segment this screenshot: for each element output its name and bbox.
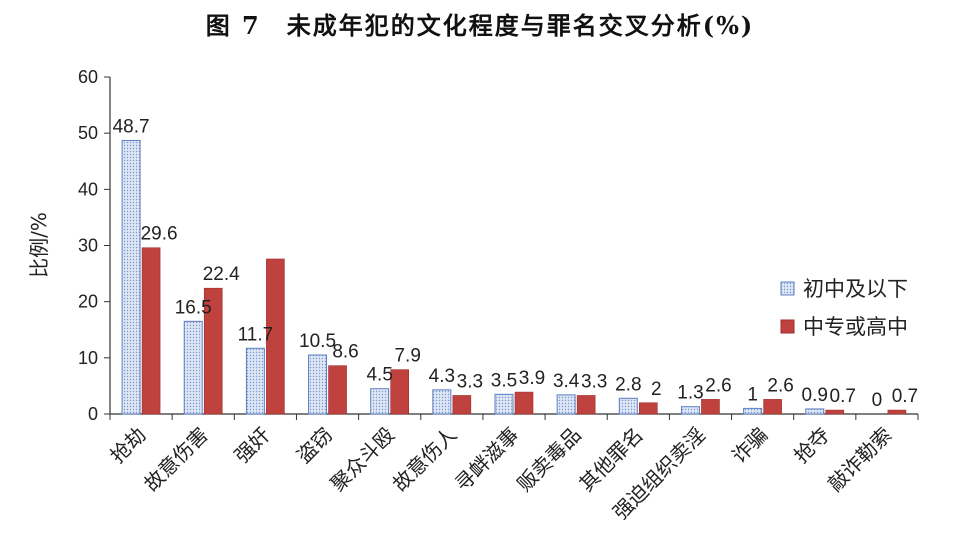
bar-series-2 xyxy=(203,287,223,415)
y-tick-label: 0 xyxy=(88,404,98,424)
y-tick-label: 40 xyxy=(78,179,98,199)
bar-series-2 xyxy=(452,395,472,415)
bar-series-1 xyxy=(245,347,265,415)
data-label-series-2: 0.7 xyxy=(892,386,918,407)
bar-series-2 xyxy=(887,409,907,415)
data-label-series-2: 8.6 xyxy=(332,342,358,363)
data-label-series-1: 2.8 xyxy=(615,374,641,395)
data-label-series-2: 2 xyxy=(651,379,662,400)
y-axis-title: 比例/% xyxy=(27,212,51,278)
data-label-series-2: 29.6 xyxy=(141,224,178,245)
legend-swatch xyxy=(780,281,795,296)
data-label-series-2: 3.9 xyxy=(519,368,545,389)
bar-series-2 xyxy=(639,402,658,415)
bar-series-2 xyxy=(825,409,845,415)
data-label-series-1: 0 xyxy=(872,390,883,411)
bar-series-1 xyxy=(494,393,514,415)
data-label-series-1: 0.9 xyxy=(802,385,828,406)
bar-series-2 xyxy=(266,258,285,415)
data-label-series-1: 11.7 xyxy=(238,324,274,345)
data-label-series-1: 16.5 xyxy=(175,297,212,318)
chart-title: 图 7 未成年犯的文化程度与罪名交叉分析(%) xyxy=(205,11,755,40)
bar-series-2 xyxy=(576,395,596,415)
data-label-series-2: 7.9 xyxy=(394,346,420,367)
data-label-series-2: 2.6 xyxy=(705,375,731,396)
bars xyxy=(121,139,907,415)
data-labels: 48.729.616.522.411.7 10.58.64.57.94.3 3.3 3… xyxy=(113,116,919,411)
bar-series-1 xyxy=(680,406,700,415)
data-label-series-1: 1 xyxy=(747,384,758,405)
bar-series-1 xyxy=(183,320,203,415)
y-tick-label: 10 xyxy=(78,348,98,368)
category-label: 诈骗 xyxy=(727,423,772,468)
data-label-series-1: 4.3 xyxy=(429,366,455,387)
legend-entry: 初中及以下 xyxy=(803,277,908,301)
category-label: 敲诈勒索 xyxy=(823,423,897,497)
bar-series-1 xyxy=(805,408,825,415)
y-tick-label: 20 xyxy=(78,292,98,312)
category-label: 故意伤人 xyxy=(388,423,462,497)
category-label: 贩卖毒品 xyxy=(512,423,586,497)
legend-swatch xyxy=(780,319,795,334)
data-label-series-1: 3.4 xyxy=(553,371,580,392)
data-label-series-2: 3.3 xyxy=(581,371,607,392)
data-label-series-2: 2.6 xyxy=(767,375,793,396)
category-label: 抢夺 xyxy=(789,423,834,468)
category-label: 聚众斗殴 xyxy=(326,423,400,497)
y-tick-label: 50 xyxy=(78,123,98,143)
data-label-series-1: 1.3 xyxy=(677,383,703,404)
category-label: 强奸 xyxy=(230,423,275,468)
category-label: 寻衅滋事 xyxy=(450,423,524,497)
data-label-series-2: 0.7 xyxy=(830,386,856,407)
data-label-series-1: 4.5 xyxy=(366,365,392,386)
bar-series-1 xyxy=(556,394,576,415)
bar-series-1 xyxy=(432,389,452,415)
category-label: 抢劫 xyxy=(105,423,150,468)
data-label-series-1: 48.7 xyxy=(113,116,150,137)
data-label-series-1: 3.5 xyxy=(491,370,517,391)
y-tick-label: 30 xyxy=(78,236,98,256)
bar-series-2 xyxy=(328,365,347,415)
bar-series-2 xyxy=(701,399,720,415)
data-label-series-2: 3.3 xyxy=(457,371,483,392)
data-label-series-2: 22.4 xyxy=(203,264,240,285)
bar-series-2 xyxy=(514,391,534,415)
bar-series-1 xyxy=(618,397,638,415)
category-label: 故意伤害 xyxy=(139,423,213,497)
legend-entry: 中专或高中 xyxy=(803,315,908,339)
bar-series-2 xyxy=(763,399,782,415)
bar-series-1 xyxy=(370,388,390,415)
bar-series-1 xyxy=(743,407,763,415)
bar-series-2 xyxy=(390,369,409,415)
data-label-series-1: 10.5 xyxy=(299,331,336,352)
bar-series-1 xyxy=(121,139,141,415)
bar-series-2 xyxy=(141,247,161,415)
bar-series-1 xyxy=(308,354,328,415)
category-label: 盗窃 xyxy=(292,423,337,468)
y-tick-label: 60 xyxy=(78,67,98,87)
